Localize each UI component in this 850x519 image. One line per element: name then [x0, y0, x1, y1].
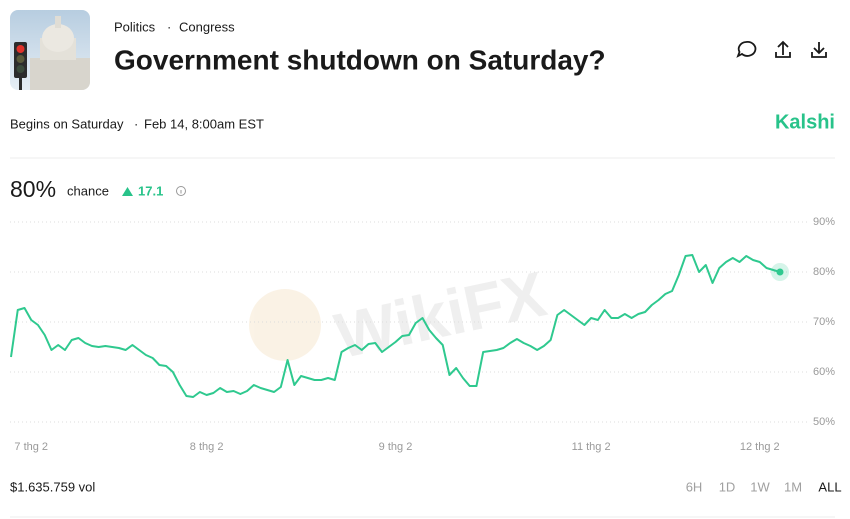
range-button[interactable]: 6H — [686, 479, 703, 494]
y-tick-label: 60% — [813, 366, 835, 378]
last-point — [776, 268, 784, 276]
change-arrow — [122, 187, 133, 196]
thumbnail — [10, 10, 90, 90]
volume: $1.635.759 vol — [10, 479, 95, 494]
watermark-text: WikiFX — [329, 257, 552, 372]
x-tick-label: 8 thg 2 — [190, 441, 224, 453]
breadcrumb-separator: · — [167, 19, 171, 34]
range-button[interactable]: 1M — [784, 479, 802, 494]
price-line — [10, 254, 781, 398]
x-tick-label: 11 thg 2 — [572, 441, 611, 453]
x-tick-label: 7 thg 2 — [14, 441, 48, 453]
y-tick-label: 50% — [813, 416, 835, 428]
range-button[interactable]: 1W — [750, 479, 770, 494]
probability: 80% — [10, 176, 56, 202]
begins-text: Begins on Saturday — [10, 116, 124, 131]
probability-label: chance — [67, 183, 109, 198]
comment-icon[interactable] — [736, 41, 757, 58]
breadcrumb-subcategory[interactable]: Congress — [179, 19, 235, 34]
change-value: 17.1 — [138, 183, 163, 198]
brand-logo[interactable]: Kalshi — [775, 111, 835, 133]
share-icon[interactable] — [775, 40, 791, 58]
range-button[interactable]: ALL — [818, 479, 841, 494]
market-title: Government shutdown on Saturday? — [114, 44, 606, 75]
download-icon[interactable] — [811, 42, 827, 58]
x-tick-label: 9 thg 2 — [379, 441, 413, 453]
x-tick-label: 12 thg 2 — [740, 441, 780, 453]
y-tick-label: 80% — [813, 266, 835, 278]
watermark: WikiFX — [249, 257, 552, 372]
y-tick-label: 70% — [813, 316, 835, 328]
y-tick-label: 90% — [813, 216, 835, 228]
range-button[interactable]: 1D — [719, 479, 736, 494]
breadcrumb-category[interactable]: Politics — [114, 19, 156, 34]
info-icon[interactable] — [176, 186, 186, 196]
range-selector: 6H 1D 1W 1M ALL — [686, 479, 842, 494]
chart: 50% 60% 70% 80% 90% 7 thg 2 8 thg 2 9 thg 2 11 t… — [10, 216, 835, 453]
date-separator: · — [134, 116, 138, 131]
begins-date: Feb 14, 8:00am EST — [144, 116, 264, 131]
